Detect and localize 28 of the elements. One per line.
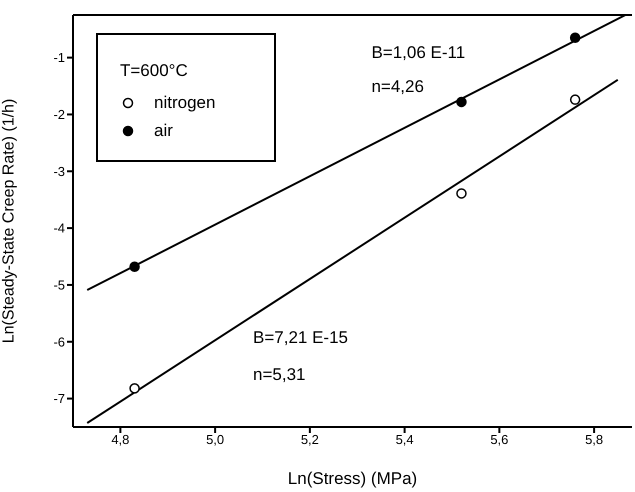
legend-label: nitrogen bbox=[154, 93, 216, 113]
annotation: n=5,31 bbox=[253, 364, 306, 385]
legend-label: air bbox=[154, 121, 173, 141]
x-axis-title: Ln(Stress) (MPa) bbox=[288, 469, 418, 488]
y-axis-title: Ln(Steady-State Creep Rate) (1/h) bbox=[0, 98, 18, 344]
y-tick-label: -6 bbox=[53, 334, 65, 350]
annotation: n=4,26 bbox=[371, 77, 424, 98]
annotation: B=7,21 E-15 bbox=[253, 328, 348, 348]
y-tick-label: -2 bbox=[53, 107, 65, 122]
x-tick-label: 5,0 bbox=[206, 432, 224, 448]
legend-title: T=600°C bbox=[120, 61, 189, 81]
point bbox=[129, 383, 140, 394]
y-tick-label: -4 bbox=[53, 220, 65, 236]
x-tick-label: 5,8 bbox=[585, 432, 604, 448]
x-tick-label: 5,4 bbox=[396, 432, 414, 448]
point bbox=[456, 96, 467, 108]
point bbox=[456, 188, 467, 199]
x-tick-label: 5,2 bbox=[300, 432, 319, 448]
point bbox=[570, 94, 580, 105]
y-tick-label: -5 bbox=[53, 278, 65, 293]
y-tick-label: -1 bbox=[53, 50, 65, 66]
point bbox=[570, 32, 580, 43]
point bbox=[129, 261, 140, 272]
x-tick-label: 4,8 bbox=[111, 432, 130, 448]
y-tick-label: -7 bbox=[53, 391, 65, 406]
x-tick-label: 5,6 bbox=[490, 432, 508, 448]
y-tick-label: -3 bbox=[53, 164, 65, 179]
annotation: B=1,06 E-11 bbox=[371, 42, 466, 63]
